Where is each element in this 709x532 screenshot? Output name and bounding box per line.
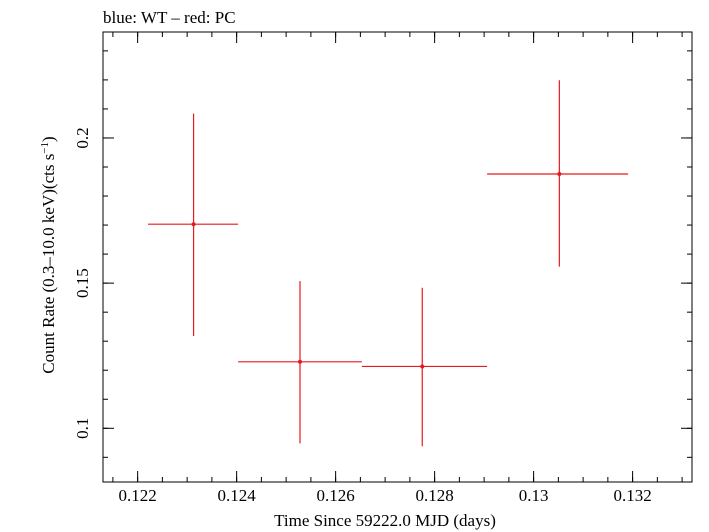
plot-series [148,80,629,447]
x-tick-label: 0.128 [415,486,453,505]
data-point [191,222,196,227]
y-axis-label: Count Rate (0.3–10.0 keV)(cts s−1) [39,136,58,373]
data-point [420,364,425,369]
plot-frame [102,31,693,483]
y-tick-label: 0.1 [73,418,92,439]
data-point [557,171,562,176]
x-tick-label: 0.13 [519,486,549,505]
x-tick-label: 0.122 [119,486,157,505]
x-tick-label: 0.132 [613,486,651,505]
y-axis-label-end: ) [39,136,58,142]
y-axis: 0.1 0.15 0.2 [73,50,692,458]
y-axis-label-superscript: −1 [39,142,51,154]
x-tick-label: 0.126 [317,486,355,505]
y-tick-label: 0.15 [73,268,92,298]
y-axis-label-main: Count Rate (0.3–10.0 keV)(cts s [39,154,58,374]
x-axis-label: Time Since 59222.0 MJD (days) [274,511,496,530]
y-tick-label: 0.2 [73,127,92,148]
chart-title: blue: WT – red: PC [103,8,236,27]
data-point [297,359,302,364]
x-tick-label: 0.124 [218,486,257,505]
x-axis: 0.122 0.124 0.126 0.128 0.13 0.132 [112,32,683,505]
